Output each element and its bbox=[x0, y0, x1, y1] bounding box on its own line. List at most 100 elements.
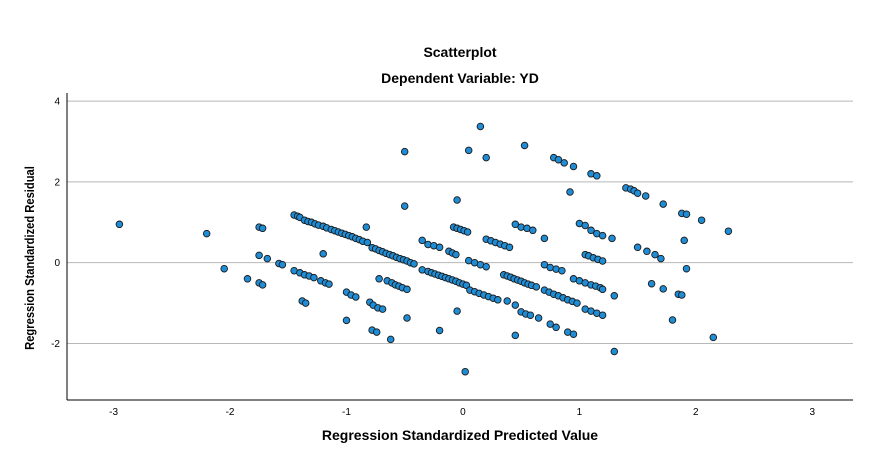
scatter-point bbox=[503, 297, 511, 305]
scatter-point bbox=[552, 323, 560, 332]
scatter-point bbox=[540, 260, 549, 269]
x-tick-labels: -3 -2 -1 0 1 2 3 bbox=[109, 407, 815, 418]
scatter-point bbox=[641, 192, 650, 200]
scatter-point bbox=[452, 250, 460, 259]
scatter-point bbox=[453, 307, 461, 315]
scatter-point bbox=[558, 266, 566, 275]
scatter-point bbox=[400, 202, 409, 210]
x-tick-label: -2 bbox=[226, 407, 235, 418]
scatter-point bbox=[560, 159, 568, 167]
scatter-point bbox=[372, 328, 381, 336]
scatter-point bbox=[643, 247, 651, 256]
scatter-point bbox=[511, 331, 520, 340]
x-tick-label: -1 bbox=[342, 407, 351, 418]
scatter-point bbox=[403, 314, 411, 322]
scatter-point bbox=[678, 291, 686, 299]
scatter-point bbox=[659, 285, 667, 293]
scatter-point bbox=[598, 231, 607, 240]
scatter-point bbox=[682, 210, 691, 218]
scatter-point bbox=[325, 280, 333, 288]
scatter-point bbox=[517, 223, 525, 231]
scatter-point bbox=[453, 196, 461, 204]
scatter-point bbox=[529, 226, 537, 235]
scatter-point bbox=[278, 260, 287, 269]
scatter-point bbox=[418, 236, 426, 245]
scatter-point bbox=[647, 279, 656, 288]
scatter-point bbox=[633, 189, 642, 197]
scatter-point bbox=[352, 293, 360, 301]
scatter-point bbox=[540, 234, 549, 243]
y-tick-labels: -2 0 2 4 bbox=[51, 97, 60, 350]
scatter-point bbox=[464, 146, 473, 155]
scatter-point bbox=[482, 262, 490, 271]
scatter-point bbox=[598, 257, 607, 265]
x-tick-label: 0 bbox=[460, 407, 466, 418]
scatter-point bbox=[569, 162, 578, 171]
scatter-point bbox=[569, 330, 578, 338]
scatter-point bbox=[573, 299, 581, 307]
scatter-point bbox=[310, 273, 318, 282]
scatter-point bbox=[651, 250, 659, 259]
data-points bbox=[115, 122, 733, 376]
x-tick-label: 1 bbox=[577, 407, 583, 418]
scatter-point bbox=[532, 283, 541, 291]
scatter-point bbox=[520, 141, 529, 150]
scatter-point bbox=[255, 251, 263, 260]
y-tick-label: -2 bbox=[51, 339, 60, 350]
scatter-point bbox=[505, 243, 514, 252]
scatter-point bbox=[697, 216, 706, 224]
scatter-point bbox=[587, 226, 595, 235]
scatter-point bbox=[546, 320, 554, 328]
scatter-point bbox=[682, 264, 691, 273]
scatter-point bbox=[435, 243, 444, 252]
scatter-point bbox=[362, 223, 371, 231]
scatter-point bbox=[258, 224, 267, 233]
scatter-point bbox=[202, 229, 211, 238]
scatter-point bbox=[724, 227, 733, 235]
scatter-point bbox=[461, 367, 469, 376]
scatter-point bbox=[659, 200, 667, 208]
scatter-point bbox=[258, 281, 267, 289]
x-tick-label: 2 bbox=[693, 407, 699, 418]
scatter-point bbox=[657, 254, 665, 263]
x-tick-label: 3 bbox=[809, 407, 815, 418]
scatter-point bbox=[243, 275, 252, 283]
scatter-point bbox=[342, 316, 351, 325]
y-tick-label: 4 bbox=[54, 97, 60, 108]
y-tick-label: 0 bbox=[54, 258, 60, 269]
chart-title: Scatterplot bbox=[423, 44, 496, 60]
scatter-point bbox=[566, 188, 574, 196]
scatter-point bbox=[598, 311, 607, 319]
scatter-point bbox=[511, 301, 520, 309]
axes bbox=[66, 93, 853, 401]
scatter-point bbox=[668, 316, 677, 324]
scatter-point bbox=[581, 221, 589, 230]
scatter-point bbox=[400, 147, 409, 156]
chart-subtitle: Dependent Variable: YD bbox=[381, 70, 539, 86]
x-tick-label: -3 bbox=[109, 407, 118, 418]
scatter-point bbox=[494, 296, 502, 304]
scatter-point bbox=[378, 305, 387, 313]
scatter-point bbox=[403, 285, 411, 294]
scatter-point bbox=[610, 347, 619, 356]
scatter-point bbox=[482, 153, 490, 162]
scatter-point bbox=[633, 243, 642, 252]
scatter-point bbox=[534, 314, 543, 322]
scatter-point bbox=[608, 234, 616, 243]
scatter-point bbox=[598, 285, 607, 294]
scatter-point bbox=[709, 333, 718, 342]
scatter-point bbox=[680, 236, 688, 245]
scatter-point bbox=[410, 260, 418, 268]
scatter-point bbox=[386, 335, 395, 344]
scatter-point bbox=[593, 172, 601, 180]
scatter-point bbox=[301, 299, 310, 307]
gridlines bbox=[67, 100, 853, 344]
scatter-point bbox=[115, 220, 124, 229]
scatter-point bbox=[375, 275, 383, 283]
scatter-point bbox=[476, 122, 485, 131]
scatter-point bbox=[610, 292, 619, 300]
scatter-point bbox=[511, 220, 520, 229]
scatter-point bbox=[554, 155, 563, 164]
